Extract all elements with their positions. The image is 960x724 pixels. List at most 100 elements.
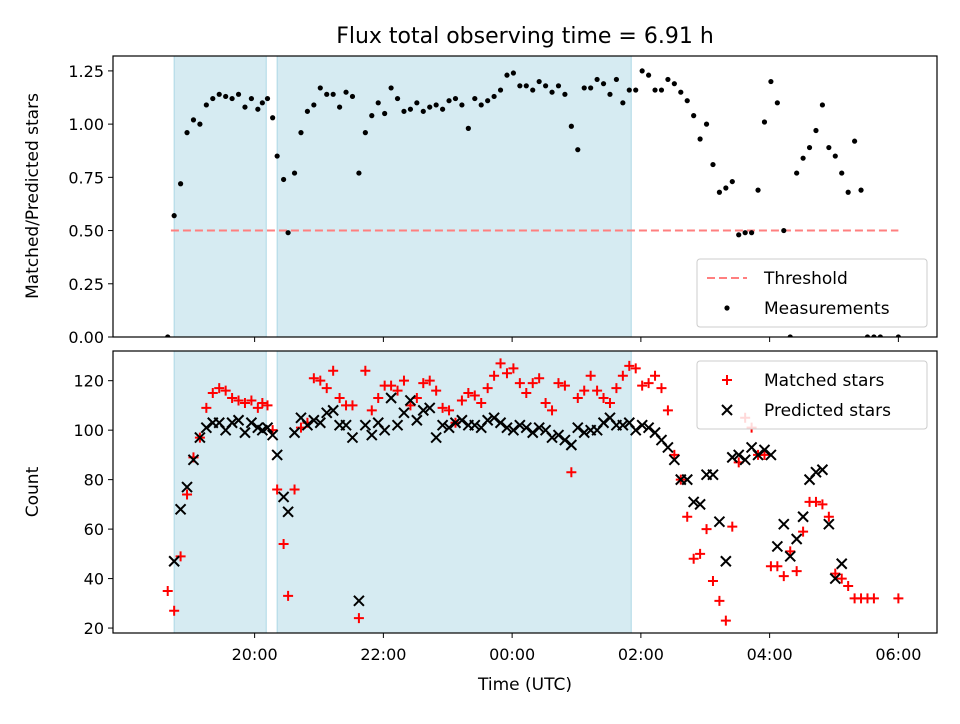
measurement-point [270, 115, 276, 121]
measurement-point [465, 125, 471, 131]
matched-star-point [778, 571, 789, 582]
matched-star-point [201, 402, 212, 413]
measurement-point [613, 76, 620, 83]
predicted-star-point [720, 555, 732, 567]
matched-star-point [283, 590, 294, 601]
measurement-point [736, 232, 742, 238]
matched-star-point [727, 521, 738, 532]
matched-star-point [643, 378, 654, 389]
measurement-point [787, 334, 793, 337]
matched-star-point [246, 395, 257, 406]
matched-star-point [624, 360, 635, 371]
measurement-point [755, 187, 761, 193]
matched-star-point [759, 449, 770, 460]
matched-star-point [662, 405, 673, 416]
matched-star-point [843, 581, 854, 591]
measurement-point [895, 334, 901, 337]
matched-star-point [650, 370, 661, 381]
predicted-star-point [733, 449, 745, 461]
x-tick-label: 02:00 [618, 645, 664, 664]
matched-star-point [810, 496, 821, 507]
matched-star-point [272, 484, 283, 495]
measurement-point [607, 91, 613, 97]
measurement-point [427, 104, 433, 110]
measurement-point [264, 95, 271, 102]
predicted-star-point [520, 421, 532, 434]
measurement-point [523, 83, 529, 89]
measurement-point [697, 136, 703, 142]
matched-star-point [405, 400, 416, 411]
matched-star-point [233, 395, 244, 406]
matched-star-point [521, 388, 532, 399]
measurement-point [280, 176, 287, 183]
predicted-star-point [617, 419, 629, 431]
predicted-star-point [346, 431, 359, 444]
matched-star-point [534, 373, 545, 384]
predicted-star-point [340, 419, 352, 431]
count-y-tick-label: 60 [84, 520, 104, 539]
matched-star-point [162, 585, 173, 596]
x-tick-label: 20:00 [232, 645, 278, 664]
measurement-point [388, 85, 394, 91]
measurement-point [620, 100, 626, 106]
measurement-point [304, 108, 311, 114]
measurement-point [223, 93, 229, 100]
measurement-point [255, 106, 261, 112]
predicted-star-point [321, 407, 333, 419]
measurement-point [235, 91, 242, 97]
x-tick-label: 04:00 [747, 645, 793, 664]
matched-star-point [893, 593, 904, 604]
predicted-star-point [449, 417, 462, 429]
predicted-star-point [314, 417, 326, 429]
matched-star-point [836, 573, 847, 584]
predicted-star-point [514, 419, 526, 431]
matched-star-point [360, 365, 371, 376]
matched-star-point [437, 402, 448, 413]
measurement-point [684, 98, 690, 104]
predicted-star-point [327, 404, 339, 417]
measurement-point [274, 153, 280, 159]
count-panel: 20 40 60 80 100 120 20:00 22:00 00:00 02:00 04:00 0… [73, 350, 938, 664]
predicted-star-point [194, 431, 206, 444]
ratio-series-measurements [165, 68, 901, 337]
count-y-tick-label: 80 [84, 471, 104, 490]
chart-title: Flux total observing time = 6.91 h [336, 24, 714, 49]
predicted-star-point [168, 555, 180, 567]
measurement-point [369, 113, 375, 119]
bottom-y-axis-label: Count [23, 466, 43, 517]
measurement-point [510, 70, 517, 76]
predicted-star-point [784, 550, 796, 563]
x-tick-label: 00:00 [489, 645, 535, 664]
ratio-observing-interval-0 [173, 56, 267, 337]
matched-star-point [611, 383, 622, 394]
predicted-star-point [771, 540, 784, 553]
predicted-star-point [546, 431, 558, 444]
matched-star-point [476, 397, 487, 408]
matched-star-point [617, 370, 628, 381]
measurement-point [248, 95, 255, 102]
predicted-star-point [836, 558, 848, 570]
measurement-point [433, 102, 439, 108]
measurement-point [375, 100, 381, 106]
predicted-star-point [829, 572, 841, 585]
measurement-point [330, 91, 336, 97]
measurement-point [806, 144, 813, 151]
matched-star-point [707, 576, 718, 587]
measurement-point [324, 91, 330, 97]
predicted-star-point [797, 511, 809, 523]
measurement-point [742, 230, 748, 236]
matched-star-point [553, 378, 564, 389]
ratio-y-tick-label: 0.00 [68, 328, 104, 347]
predicted-star-point [174, 503, 187, 516]
matched-star-point [207, 388, 218, 399]
matched-star-point [347, 400, 358, 411]
measurement-point [729, 178, 735, 185]
measurement-point [407, 106, 414, 112]
matched-star-point [220, 385, 231, 396]
matched-star-point [669, 449, 680, 460]
measurement-point [190, 117, 197, 123]
predicted-star-point [765, 449, 777, 461]
legend-label: Matched stars [764, 371, 884, 391]
matched-star-point [688, 553, 699, 564]
